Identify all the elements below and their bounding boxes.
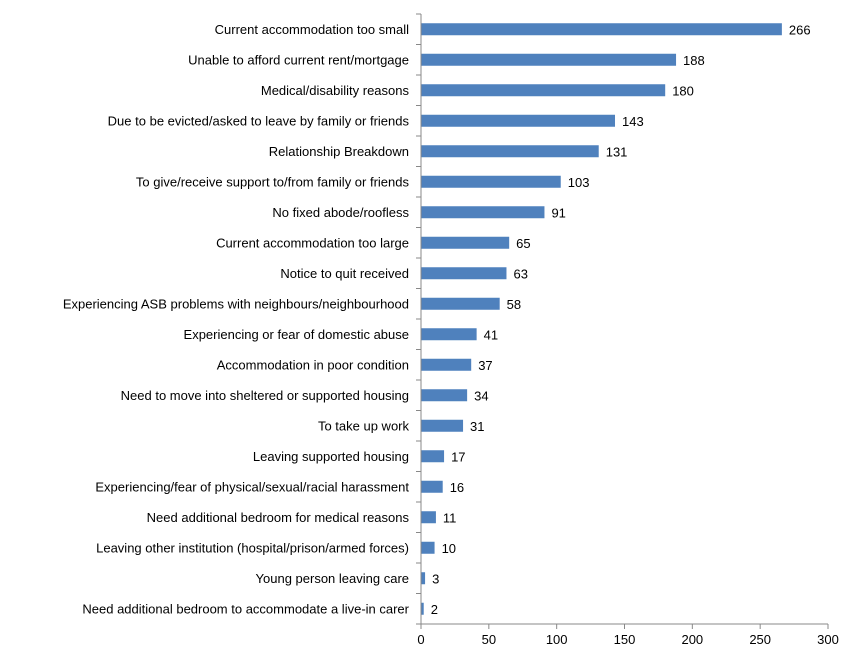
- value-label: 37: [478, 358, 492, 373]
- bar: [421, 572, 426, 585]
- category-label: Unable to afford current rent/mortgage: [188, 52, 409, 67]
- bar: [421, 389, 468, 402]
- x-tick-label: 150: [614, 632, 636, 647]
- value-label: 63: [513, 266, 527, 281]
- value-label: 65: [516, 236, 530, 251]
- bar: [421, 419, 464, 432]
- bar: [421, 328, 477, 341]
- x-tick-label: 300: [817, 632, 839, 647]
- bar: [421, 236, 510, 249]
- value-label: 17: [451, 449, 465, 464]
- bars-group: [421, 23, 782, 615]
- category-label: Current accommodation too large: [216, 235, 409, 250]
- value-label: 34: [474, 388, 488, 403]
- value-label: 131: [606, 144, 628, 159]
- bar: [421, 175, 561, 188]
- bar: [421, 84, 666, 97]
- bar: [421, 206, 545, 219]
- x-tick-label: 50: [482, 632, 496, 647]
- category-labels-group: Current accommodation too small Unable to…: [63, 22, 410, 617]
- value-labels-group: 2661881801431311039165635841373431171611…: [431, 22, 811, 617]
- category-label: Leaving other institution (hospital/pris…: [96, 540, 409, 555]
- bar: [421, 53, 677, 66]
- value-label: 91: [551, 205, 565, 220]
- x-ticks-group: 0 50 100 150 200 250 300: [417, 624, 839, 647]
- category-label: Leaving supported housing: [253, 449, 409, 464]
- category-label: Experiencing ASB problems with neighbour…: [63, 296, 409, 311]
- value-label: 103: [568, 175, 590, 190]
- value-label: 41: [484, 327, 498, 342]
- bar: [421, 145, 599, 158]
- category-label: No fixed abode/roofless: [272, 205, 409, 220]
- category-label: Medical/disability reasons: [261, 83, 410, 98]
- value-label: 188: [683, 53, 705, 68]
- bar: [421, 450, 445, 463]
- y-ticks-group: [416, 13, 421, 625]
- value-label: 2: [431, 602, 438, 617]
- bar: [421, 114, 616, 127]
- value-label: 180: [672, 83, 694, 98]
- value-label: 3: [432, 571, 439, 586]
- value-label: 10: [442, 541, 456, 556]
- category-label: Young person leaving care: [256, 571, 409, 586]
- category-label: Need additional bedroom to accommodate a…: [82, 601, 409, 616]
- category-label: Need to move into sheltered or supported…: [121, 388, 409, 403]
- category-label: Relationship Breakdown: [269, 144, 409, 159]
- x-tick-label: 200: [681, 632, 703, 647]
- bar: [421, 511, 436, 524]
- value-label: 143: [622, 114, 644, 129]
- value-label: 266: [789, 22, 811, 37]
- bar: [421, 23, 782, 36]
- category-label: Need additional bedroom for medical reas…: [147, 510, 410, 525]
- bar: [421, 541, 435, 554]
- category-label: Due to be evicted/asked to leave by fami…: [108, 113, 410, 128]
- category-label: To give/receive support to/from family o…: [136, 174, 410, 189]
- category-label: Experiencing or fear of domestic abuse: [184, 327, 409, 342]
- category-label: Notice to quit received: [280, 266, 409, 281]
- category-label: Accommodation in poor condition: [217, 357, 409, 372]
- bar: [421, 602, 424, 615]
- value-label: 31: [470, 419, 484, 434]
- value-label: 58: [507, 297, 521, 312]
- value-label: 16: [450, 480, 464, 495]
- x-tick-label: 100: [546, 632, 568, 647]
- bar: [421, 297, 500, 310]
- category-label: Experiencing/fear of physical/sexual/rac…: [95, 479, 409, 494]
- category-label: Current accommodation too small: [215, 22, 409, 37]
- x-tick-label: 250: [749, 632, 771, 647]
- x-tick-label: 0: [417, 632, 424, 647]
- bar: [421, 267, 507, 280]
- value-label: 11: [443, 510, 457, 525]
- category-label: To take up work: [318, 418, 410, 433]
- bar: [421, 358, 472, 371]
- bar: [421, 480, 443, 493]
